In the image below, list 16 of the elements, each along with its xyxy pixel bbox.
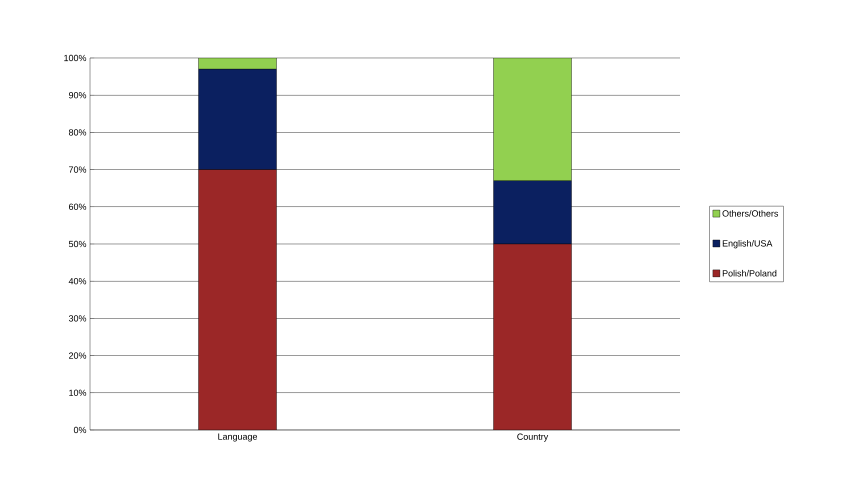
y-tick-label: 30% (68, 315, 86, 322)
y-tick-label: 100% (64, 54, 86, 62)
y-tick-label: 50% (68, 240, 86, 248)
legend-label: Polish/Poland (722, 270, 776, 276)
y-tick-label: 70% (68, 166, 86, 173)
y-tick-label: 80% (68, 129, 86, 136)
y-tick-label: 90% (68, 92, 86, 98)
y-tick-label: 60% (68, 204, 86, 210)
y-tick-label: 20% (68, 352, 86, 359)
y-tick-label: 10% (69, 390, 86, 396)
y-tick-label: 40% (68, 278, 86, 284)
x-tick-label: Language (218, 434, 258, 442)
y-tick-label: 0% (74, 426, 86, 434)
legend-label: Others/Others (722, 210, 778, 217)
x-tick-label: Country (517, 434, 548, 442)
legend-label: English/USA (722, 240, 772, 248)
